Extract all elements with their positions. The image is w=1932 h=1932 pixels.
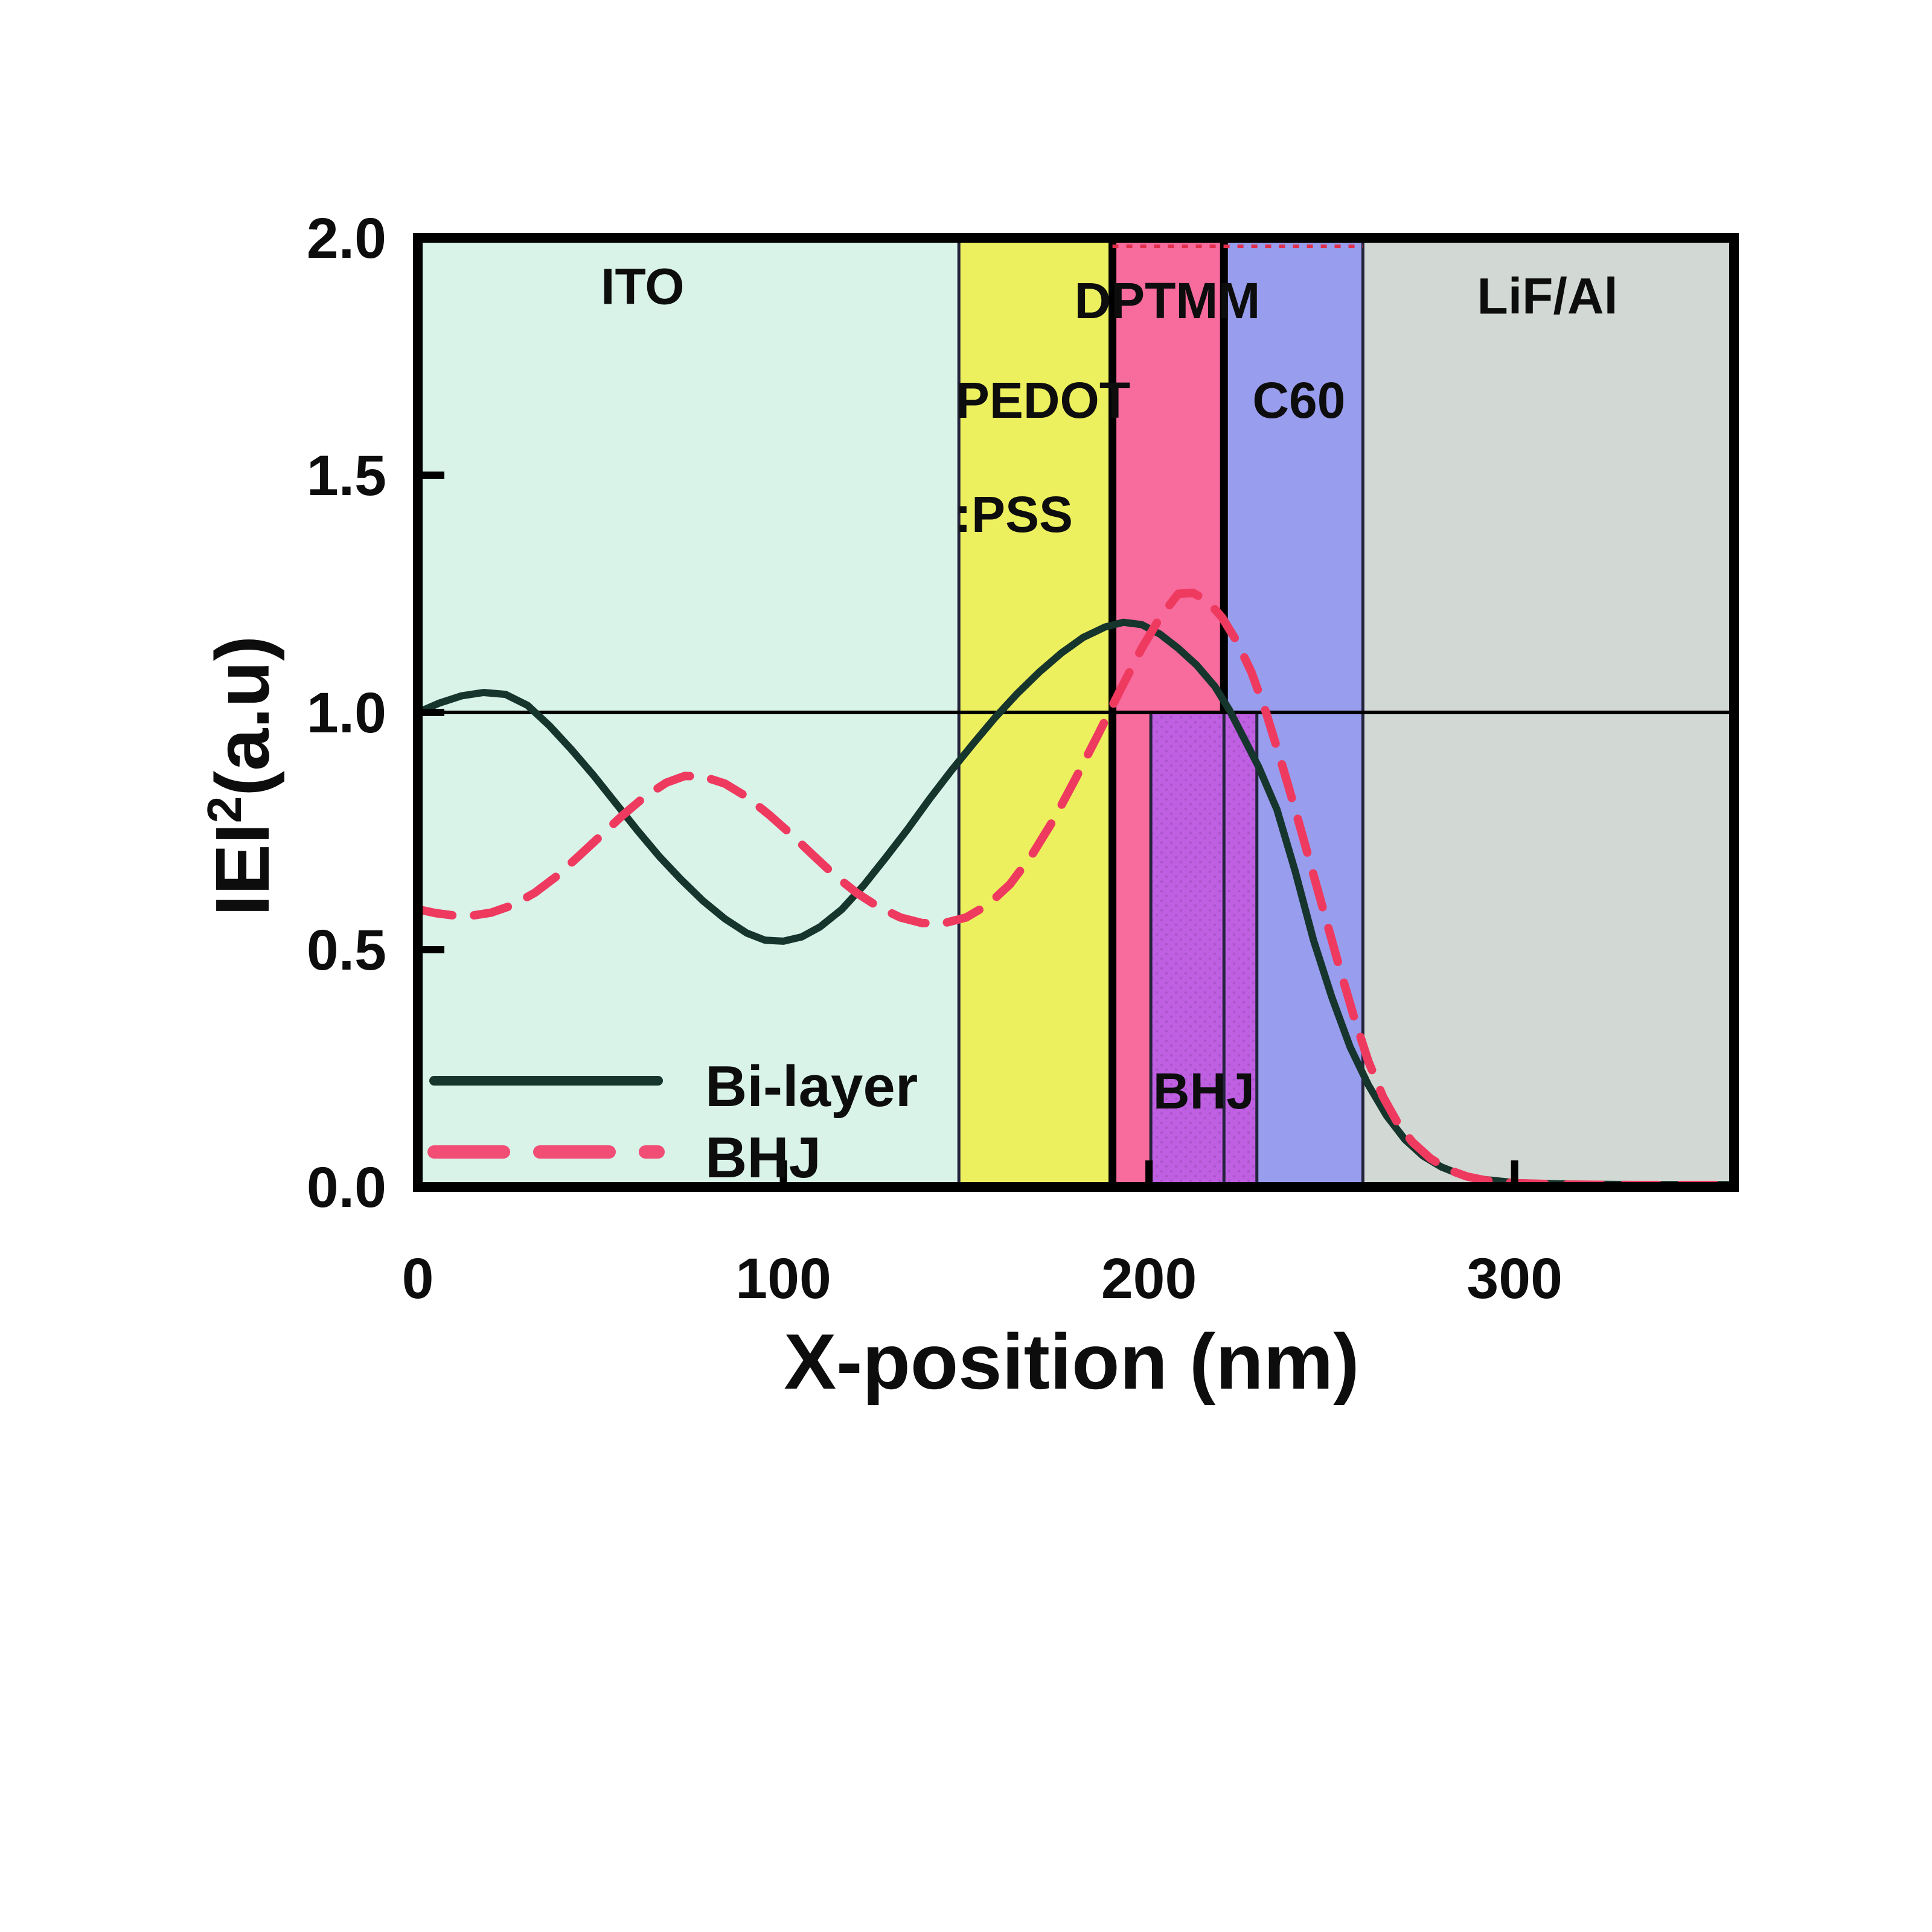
y-axis-title-main: IEI — [200, 823, 285, 916]
x-tick-label-200: 200 — [1101, 1247, 1197, 1311]
region-label-ito: ITO — [601, 258, 684, 315]
data-curves — [414, 588, 1738, 1189]
region-label-dptmm: DPTMM — [1074, 272, 1260, 329]
x-tick-label-0: 0 — [402, 1247, 434, 1311]
axis-ticks — [418, 472, 1518, 1187]
region-label-c60: C60 — [1252, 372, 1345, 429]
y-tick-label-1.5: 1.5 — [307, 444, 386, 508]
legend-label-bi-layer: Bi-layer — [705, 1054, 918, 1119]
y-tick-label-1.0: 1.0 — [307, 681, 386, 745]
curve-bhj — [414, 588, 1738, 1189]
region-label-pedot: PEDOT — [956, 372, 1130, 429]
y-tick-label-0.5: 0.5 — [307, 918, 386, 982]
x-tick-label-300: 300 — [1467, 1247, 1563, 1311]
y-axis-title-superscript: 2 — [197, 796, 251, 824]
region-label--pss: :PSS — [955, 486, 1073, 543]
layer-labels: ITO PEDOT :PSS DPTMM C60 LiF/Al BHJ — [601, 258, 1618, 1119]
x-tick-label-100: 100 — [735, 1247, 831, 1311]
bhj-overlay-band — [1151, 712, 1257, 1187]
y-axis-title: IEI2(a.u) — [197, 636, 285, 916]
region-label-bhj: BHJ — [1153, 1063, 1255, 1119]
legend-label-bhj: BHJ — [705, 1125, 821, 1190]
y-tick-label-0.0: 0.0 — [307, 1156, 386, 1220]
x-axis-title: X-position (nm) — [784, 1317, 1359, 1406]
y-tick-label-2.0: 2.0 — [307, 206, 386, 270]
axis-tick-labels: 0 100 200 300 0.0 0.5 1.0 1.5 2.0 — [307, 206, 1563, 1311]
y-axis-title-unit: (a.u) — [200, 636, 285, 796]
band-bhj-texture — [1151, 712, 1257, 1187]
region-label-lif-al: LiF/Al — [1477, 267, 1618, 324]
